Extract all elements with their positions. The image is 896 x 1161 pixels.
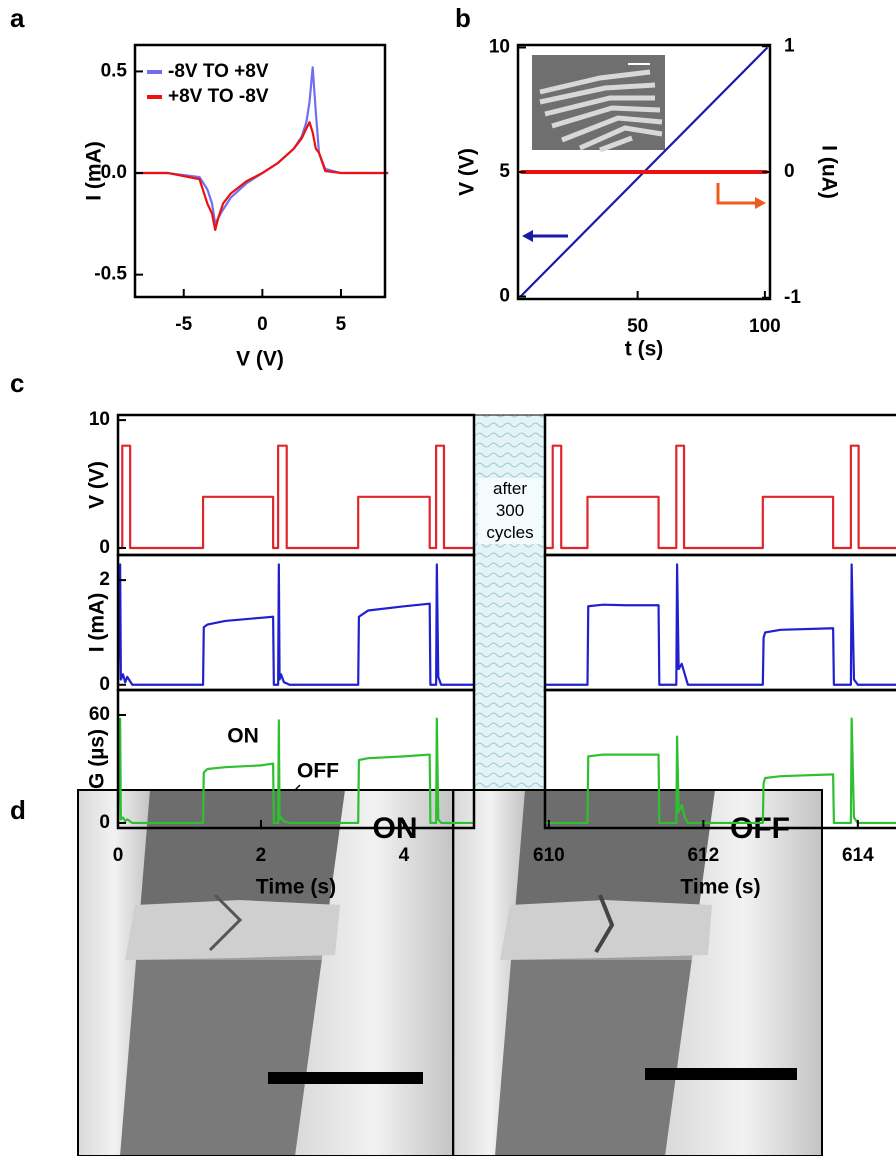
x-tick-label: 4 bbox=[399, 845, 410, 866]
series-line bbox=[116, 717, 474, 825]
y-tick-label: 0 bbox=[99, 537, 110, 558]
x-tick-label: 614 bbox=[842, 845, 874, 866]
x-tick-label: 0 bbox=[113, 845, 124, 866]
y2-axis-label: I (uA) bbox=[817, 145, 840, 199]
x-tick-label: 50 bbox=[627, 316, 648, 337]
x-axis-label: V (V) bbox=[236, 348, 284, 371]
series-line bbox=[118, 444, 474, 550]
plot-frame bbox=[543, 413, 896, 557]
y-axis-label: I (mA) bbox=[86, 593, 109, 653]
y-tick-label: -0.5 bbox=[94, 264, 127, 285]
x-tick-label: 610 bbox=[533, 845, 565, 866]
x-tick-label: 2 bbox=[256, 845, 267, 866]
y-axis-label: V (V) bbox=[86, 461, 109, 509]
x-axis-label: Time (s) bbox=[256, 876, 336, 899]
y2-tick-label: 0 bbox=[784, 161, 795, 182]
plot-frame bbox=[116, 688, 476, 830]
x-tick-label: -5 bbox=[175, 314, 192, 335]
panel-label: d bbox=[10, 795, 26, 825]
legend-label: +8V TO -8V bbox=[168, 86, 269, 107]
y-tick-label: 60 bbox=[89, 704, 110, 725]
plot-frame bbox=[133, 43, 387, 299]
plot-frame bbox=[543, 688, 896, 830]
x-tick-label: 0 bbox=[257, 314, 268, 335]
inset-image bbox=[532, 55, 665, 153]
legend-label: -8V TO +8V bbox=[168, 61, 269, 82]
series-line bbox=[545, 717, 896, 825]
y2-tick-label: 1 bbox=[784, 35, 795, 56]
y-tick-label: 0.0 bbox=[101, 162, 127, 183]
sem-image-off bbox=[453, 790, 822, 1156]
series-line bbox=[116, 563, 474, 686]
y-axis-label: I (mA) bbox=[83, 141, 106, 201]
y-tick-label: 10 bbox=[489, 37, 510, 58]
x-tick-label: 5 bbox=[336, 314, 347, 335]
y-tick-label: 5 bbox=[499, 161, 510, 182]
sem-image-on bbox=[78, 790, 453, 1156]
y2-tick-label: -1 bbox=[784, 287, 801, 308]
series-line bbox=[545, 444, 896, 550]
x-tick-label: 612 bbox=[687, 845, 719, 866]
panel-label: c bbox=[10, 368, 24, 398]
break-label-box: after 300 cycles bbox=[478, 478, 542, 544]
annotation: OFF bbox=[297, 760, 339, 783]
y-axis-label: G (µs) bbox=[86, 729, 109, 789]
x-axis-label: Time (s) bbox=[680, 876, 760, 899]
panel-label: a bbox=[10, 3, 25, 33]
plot-frame bbox=[116, 413, 476, 557]
y-tick-label: 0 bbox=[99, 812, 110, 833]
plot-frame bbox=[543, 553, 896, 692]
y-tick-label: 2 bbox=[99, 569, 110, 590]
panel-label: b bbox=[455, 3, 471, 33]
x-axis-label: t (s) bbox=[625, 338, 664, 361]
series-line bbox=[545, 563, 896, 686]
break-label: after 300 cycles bbox=[478, 478, 542, 544]
plot-frame bbox=[116, 553, 476, 692]
axis-break bbox=[473, 414, 546, 829]
y-tick-label: 0.5 bbox=[101, 60, 128, 81]
x-tick-label: 100 bbox=[749, 316, 781, 337]
y-tick-label: 0 bbox=[499, 286, 510, 307]
y-tick-label: 0 bbox=[99, 674, 110, 695]
y-tick-label: 10 bbox=[89, 409, 110, 430]
y-axis-label: V (V) bbox=[456, 148, 479, 196]
annotation: ON bbox=[227, 725, 259, 748]
series-line bbox=[136, 121, 389, 232]
